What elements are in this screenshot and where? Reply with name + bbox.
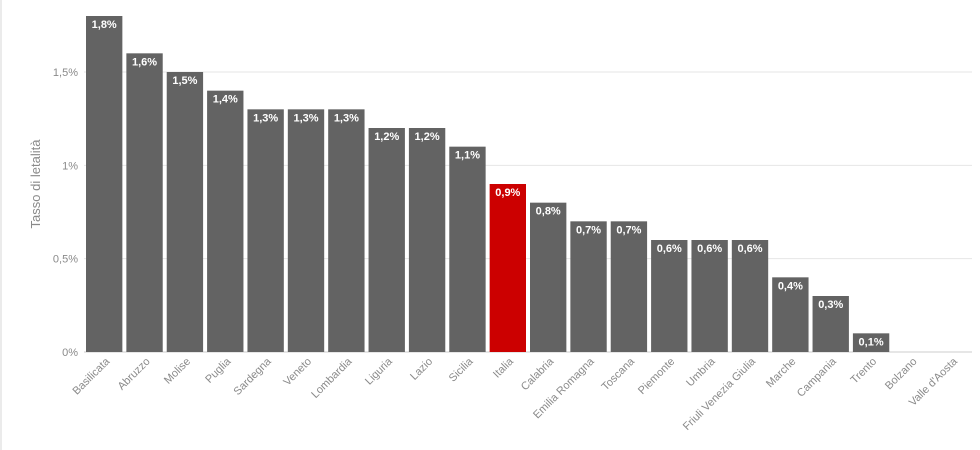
bar-value-label: 1,5% xyxy=(172,75,197,87)
bar xyxy=(408,128,446,352)
bar xyxy=(691,240,728,352)
x-category-label: Lombardia xyxy=(309,355,355,401)
y-tick-label: 0,5% xyxy=(53,254,78,266)
x-category-label: Sicilia xyxy=(447,355,476,384)
bar xyxy=(126,53,163,352)
bar-value-label: 0,3% xyxy=(818,299,843,311)
x-category-label: Trento xyxy=(849,356,880,387)
bar-value-label: 1,1% xyxy=(455,150,480,162)
y-axis-ticks: 0% 0,5% 1% 1,5% xyxy=(53,67,78,359)
bar-value-label: 0,6% xyxy=(697,243,722,255)
bar xyxy=(287,109,325,352)
x-category-label: Umbria xyxy=(684,355,718,389)
x-category-label: Abruzzo xyxy=(116,356,153,393)
bar-value-label: 0,9% xyxy=(495,187,520,199)
bars xyxy=(86,16,890,353)
x-category-label: Marche xyxy=(764,356,798,390)
bar xyxy=(651,240,688,352)
bar xyxy=(207,90,244,353)
bar-value-label: 1,4% xyxy=(213,94,238,106)
bar-value-label: 1,3% xyxy=(293,112,318,124)
x-category-label: Bolzano xyxy=(883,356,920,393)
bar xyxy=(610,221,648,352)
x-category-label: Campania xyxy=(795,355,840,400)
bar-value-label: 1,8% xyxy=(92,19,117,31)
bar-value-label: 1,2% xyxy=(374,131,399,143)
x-category-label: Liguria xyxy=(363,355,395,387)
x-category-label: Friuli Venezia Giulia xyxy=(681,355,759,433)
x-category-label: Basilicata xyxy=(71,355,113,397)
bar xyxy=(772,277,809,352)
bar-value-label: 1,3% xyxy=(253,112,278,124)
bar-value-label: 0,7% xyxy=(576,224,601,236)
y-tick-label: 1% xyxy=(62,160,78,172)
bar xyxy=(247,109,284,352)
bar xyxy=(368,128,405,352)
bar xyxy=(852,333,890,352)
bar-value-label: 0,8% xyxy=(536,206,561,218)
bar-value-label: 0,6% xyxy=(657,243,682,255)
bar-value-label: 1,6% xyxy=(132,56,157,68)
bar xyxy=(86,16,123,352)
bar-value-label: 1,3% xyxy=(334,112,359,124)
y-tick-label: 0% xyxy=(62,347,78,359)
bar-value-label: 0,6% xyxy=(737,243,762,255)
bar-value-label: 0,4% xyxy=(778,280,803,292)
bar xyxy=(328,109,365,352)
bar xyxy=(570,221,607,352)
x-category-label: Italia xyxy=(491,355,517,381)
bar-value-label: 1,2% xyxy=(415,131,440,143)
data-labels: 1,8% 1,6% 1,5% 1,4% 1,3% 1,3% 1,3% 1,2% 1,2% 1,1%… xyxy=(92,19,884,348)
bar xyxy=(731,240,769,352)
bar-value-label: 0,1% xyxy=(859,336,884,348)
x-category-label: Molise xyxy=(162,356,193,387)
x-category-label: Lazio xyxy=(408,356,435,383)
x-category-label: Veneto xyxy=(281,356,314,389)
y-axis-title: Tasso di letalità xyxy=(28,139,43,229)
x-category-label: Calabria xyxy=(519,355,557,393)
x-category-label: Piemonte xyxy=(636,356,677,397)
y-tick-label: 1,5% xyxy=(53,67,78,79)
bar xyxy=(489,184,526,352)
bar xyxy=(530,202,567,352)
bar-value-label: 0,7% xyxy=(616,224,641,236)
x-category-label: Toscana xyxy=(600,355,638,393)
bar xyxy=(449,146,486,352)
bar xyxy=(166,72,204,352)
x-category-label: Sardegna xyxy=(232,355,275,398)
x-category-label: Puglia xyxy=(203,355,234,386)
bar xyxy=(812,296,849,352)
